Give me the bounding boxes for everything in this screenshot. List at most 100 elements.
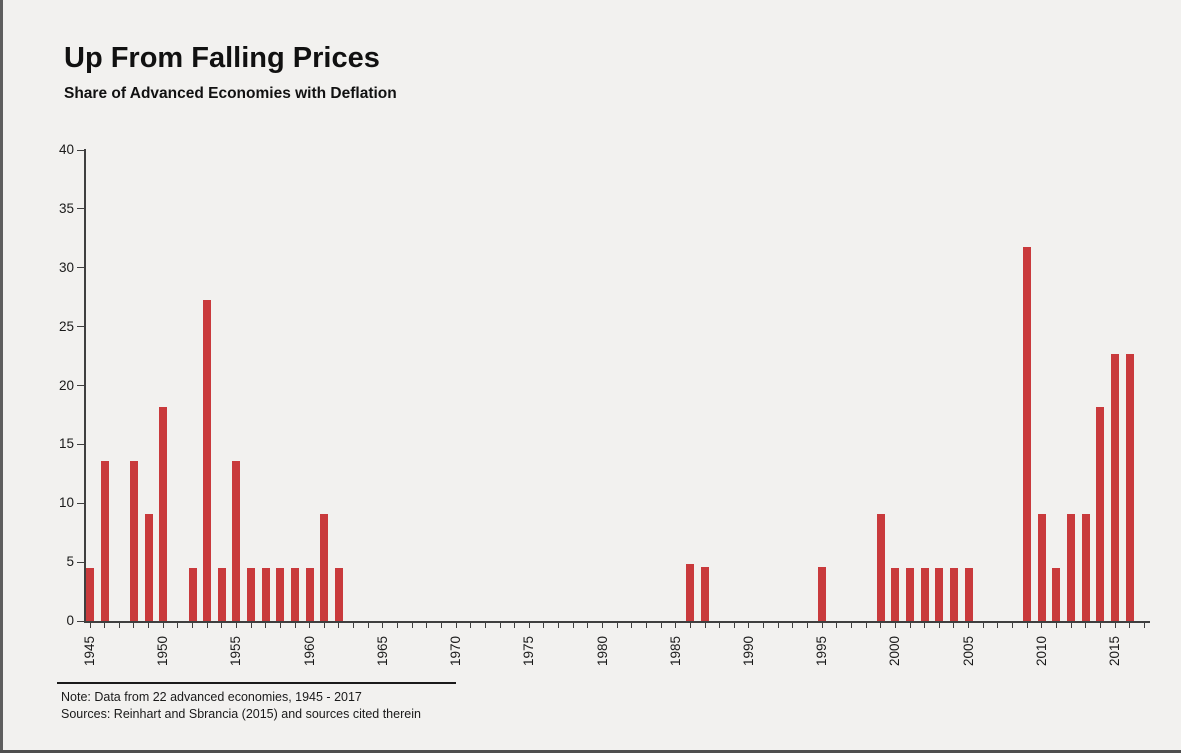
bar-2012 <box>1067 513 1076 621</box>
bar-2016 <box>1125 353 1134 621</box>
x-axis-tick-1988 <box>719 623 721 628</box>
bar-1958 <box>276 568 285 621</box>
x-axis-label-1995: 1995 <box>814 636 830 667</box>
bar-2009 <box>1023 246 1032 621</box>
y-axis-label-25: 25 <box>58 318 74 334</box>
bar-1945 <box>86 568 94 621</box>
bar-1946 <box>100 460 109 621</box>
x-axis-tick-1992 <box>777 623 779 628</box>
x-axis-tick-1987 <box>704 623 706 628</box>
bar-1948 <box>129 460 138 621</box>
y-axis-label-35: 35 <box>58 200 74 216</box>
bar-1953 <box>203 299 212 621</box>
y-axis-tick-10 <box>77 502 84 504</box>
x-axis-tick-1954 <box>221 623 223 628</box>
bar-2010 <box>1037 513 1046 621</box>
bar-1956 <box>247 568 256 621</box>
x-axis-tick-1955 <box>235 623 237 628</box>
x-axis-tick-2003 <box>938 623 940 628</box>
x-axis-tick-2010 <box>1041 623 1043 628</box>
x-axis-tick-1945 <box>89 623 91 628</box>
chart-title: Up From Falling Prices <box>64 42 380 74</box>
x-axis-tick-2002 <box>924 623 926 628</box>
x-axis-tick-2009 <box>1026 623 1028 628</box>
x-axis-label-1960: 1960 <box>301 636 317 667</box>
bar-1949 <box>144 513 153 621</box>
bar-2005 <box>964 568 973 621</box>
x-axis-tick-1975 <box>528 623 530 628</box>
x-axis-tick-1961 <box>323 623 325 628</box>
bar-2011 <box>1052 568 1061 621</box>
bar-2013 <box>1081 513 1090 621</box>
x-axis-label-2010: 2010 <box>1033 636 1049 667</box>
x-axis-tick-1959 <box>294 623 296 628</box>
bar-2003 <box>935 568 944 621</box>
bar-1952 <box>188 568 197 621</box>
bar-1999 <box>876 513 885 621</box>
x-axis-tick-1948 <box>133 623 135 628</box>
x-axis-tick-1968 <box>426 623 428 628</box>
x-axis-label-1985: 1985 <box>667 636 683 667</box>
x-axis-tick-2012 <box>1070 623 1072 628</box>
x-axis-label-2005: 2005 <box>960 636 976 667</box>
bar-2014 <box>1096 406 1105 621</box>
x-axis-tick-1967 <box>411 623 413 628</box>
left-edge-line <box>0 0 3 753</box>
x-axis-tick-1973 <box>499 623 501 628</box>
x-axis-tick-2014 <box>1099 623 1101 628</box>
x-axis-tick-1986 <box>689 623 691 628</box>
footnote-note: Note: Data from 22 advanced economies, 1… <box>61 690 362 704</box>
x-axis-tick-1993 <box>792 623 794 628</box>
x-axis-tick-1983 <box>645 623 647 628</box>
bar-1995 <box>818 566 827 621</box>
x-axis-tick-1976 <box>543 623 545 628</box>
x-axis-tick-1996 <box>836 623 838 628</box>
x-axis-tick-1965 <box>382 623 384 628</box>
x-axis-tick-1946 <box>104 623 106 628</box>
x-axis-tick-2008 <box>1012 623 1013 628</box>
x-axis-tick-1958 <box>279 623 281 628</box>
x-axis-tick-1949 <box>148 623 150 628</box>
x-axis-tick-1956 <box>250 623 252 628</box>
x-axis-tick-2001 <box>909 623 911 628</box>
x-axis-label-1945: 1945 <box>82 636 97 667</box>
y-axis-label-40: 40 <box>58 142 74 157</box>
y-axis-tick-0 <box>77 620 84 622</box>
x-axis-tick-1957 <box>265 623 267 628</box>
x-axis-label-2000: 2000 <box>887 636 903 667</box>
y-axis-tick-20 <box>77 385 84 386</box>
bar-2001 <box>906 568 914 621</box>
x-axis-label-1990: 1990 <box>740 636 756 667</box>
x-axis-tick-1991 <box>763 623 765 628</box>
x-axis-tick-1980 <box>602 623 603 628</box>
x-axis-tick-1952 <box>192 623 193 628</box>
chart-subtitle: Share of Advanced Economies with Deflati… <box>64 85 397 102</box>
x-axis-tick-1997 <box>850 623 852 628</box>
x-axis-tick-1981 <box>616 623 618 628</box>
bar-1954 <box>217 568 226 621</box>
x-axis-tick-1974 <box>514 623 516 628</box>
x-axis-tick-1969 <box>440 623 442 628</box>
x-axis-label-1970: 1970 <box>448 636 464 667</box>
bar-1950 <box>159 406 168 621</box>
y-axis-tick-35 <box>77 208 84 210</box>
x-axis-tick-1971 <box>470 623 472 628</box>
y-axis-tick-25 <box>77 326 84 328</box>
bar-2002 <box>920 568 929 621</box>
x-axis-tick-2007 <box>997 623 999 628</box>
x-axis-tick-1978 <box>572 623 574 628</box>
x-axis-line <box>84 621 1150 623</box>
x-axis-label-1980: 1980 <box>594 636 610 667</box>
x-axis-tick-2017 <box>1143 623 1145 628</box>
footnote-sources: Sources: Reinhart and Sbrancia (2015) an… <box>61 707 421 721</box>
bar-1986 <box>686 564 695 621</box>
x-axis-label-1975: 1975 <box>521 636 537 667</box>
x-axis-tick-1960 <box>309 623 311 628</box>
x-axis-tick-1947 <box>118 623 120 628</box>
x-axis-tick-1962 <box>338 623 340 628</box>
y-axis-tick-5 <box>77 561 84 563</box>
x-axis-tick-1982 <box>631 623 633 628</box>
x-axis-tick-1977 <box>558 623 560 628</box>
x-axis-tick-1950 <box>162 623 164 628</box>
